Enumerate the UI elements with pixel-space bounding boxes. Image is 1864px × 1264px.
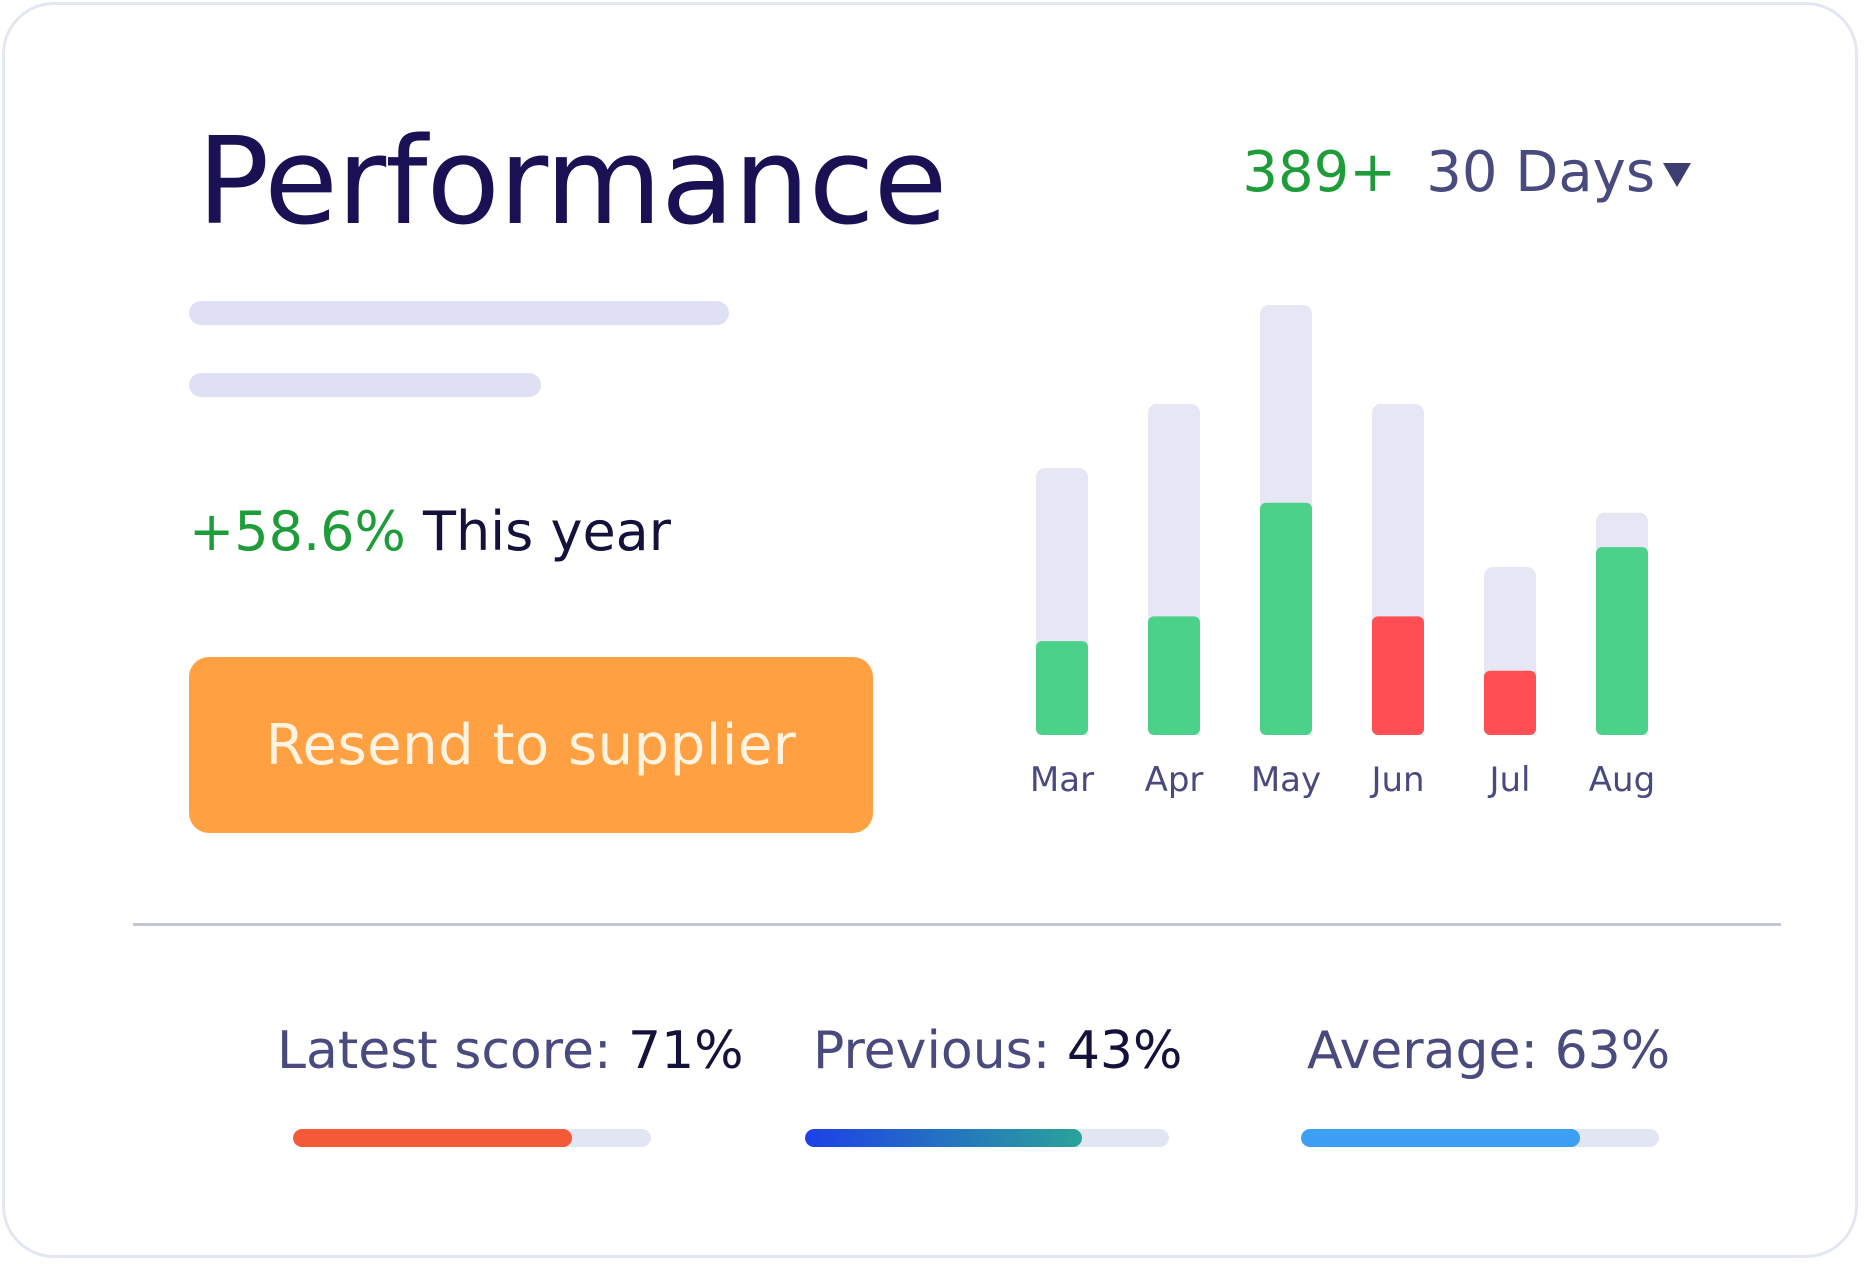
growth-label: This year bbox=[422, 500, 671, 563]
stat-latest-score: Latest score: 71% bbox=[277, 1025, 744, 1077]
resend-to-supplier-button[interactable]: Resend to supplier bbox=[189, 657, 873, 833]
range-selector-area: 389+ 30 Days bbox=[1242, 145, 1691, 201]
tick-label-apr: Apr bbox=[1145, 760, 1204, 800]
tick-label-jun: Jun bbox=[1369, 760, 1424, 800]
stat-average: Average: 63% bbox=[1307, 1025, 1670, 1077]
stat-previous: Previous: 43% bbox=[813, 1025, 1182, 1077]
period-dropdown[interactable]: 30 Days bbox=[1426, 145, 1691, 201]
previous-score-progress bbox=[805, 1129, 1169, 1147]
stat-label: Average: bbox=[1307, 1021, 1539, 1081]
bar-apr bbox=[1148, 616, 1200, 735]
page-title: Performance bbox=[197, 113, 947, 252]
stat-value: 43% bbox=[1066, 1021, 1183, 1081]
bar-mar bbox=[1036, 641, 1088, 735]
caret-down-icon bbox=[1663, 163, 1691, 187]
progress-fill bbox=[293, 1129, 573, 1147]
stat-value: 71% bbox=[628, 1021, 744, 1081]
bar-jun bbox=[1372, 616, 1424, 735]
placeholder-line bbox=[189, 301, 729, 325]
growth-summary: +58.6% This year bbox=[189, 505, 671, 559]
stat-label: Latest score: bbox=[277, 1021, 612, 1081]
count-badge: 389+ bbox=[1242, 140, 1397, 205]
bar-chart-svg: Mar Apr May Jun Jul Aug bbox=[1030, 305, 1655, 800]
bar-jul bbox=[1484, 670, 1536, 735]
stat-label: Previous: bbox=[813, 1021, 1051, 1081]
growth-value: +58.6% bbox=[189, 500, 406, 563]
bar-may bbox=[1260, 502, 1312, 735]
progress-fill bbox=[1301, 1129, 1581, 1147]
tick-label-may: May bbox=[1251, 760, 1321, 800]
average-score-progress bbox=[1301, 1129, 1659, 1147]
period-label: 30 Days bbox=[1426, 140, 1655, 205]
monthly-bar-chart: Mar Apr May Jun Jul Aug bbox=[1015, 285, 1685, 815]
bar-aug bbox=[1596, 547, 1648, 735]
latest-score-progress bbox=[293, 1129, 651, 1147]
progress-fill bbox=[805, 1129, 1082, 1147]
tick-label-jul: Jul bbox=[1487, 760, 1530, 800]
stat-value: 63% bbox=[1554, 1021, 1671, 1081]
tick-label-mar: Mar bbox=[1030, 760, 1094, 800]
placeholder-line bbox=[189, 373, 541, 397]
tick-label-aug: Aug bbox=[1589, 760, 1655, 800]
section-divider bbox=[133, 923, 1781, 926]
